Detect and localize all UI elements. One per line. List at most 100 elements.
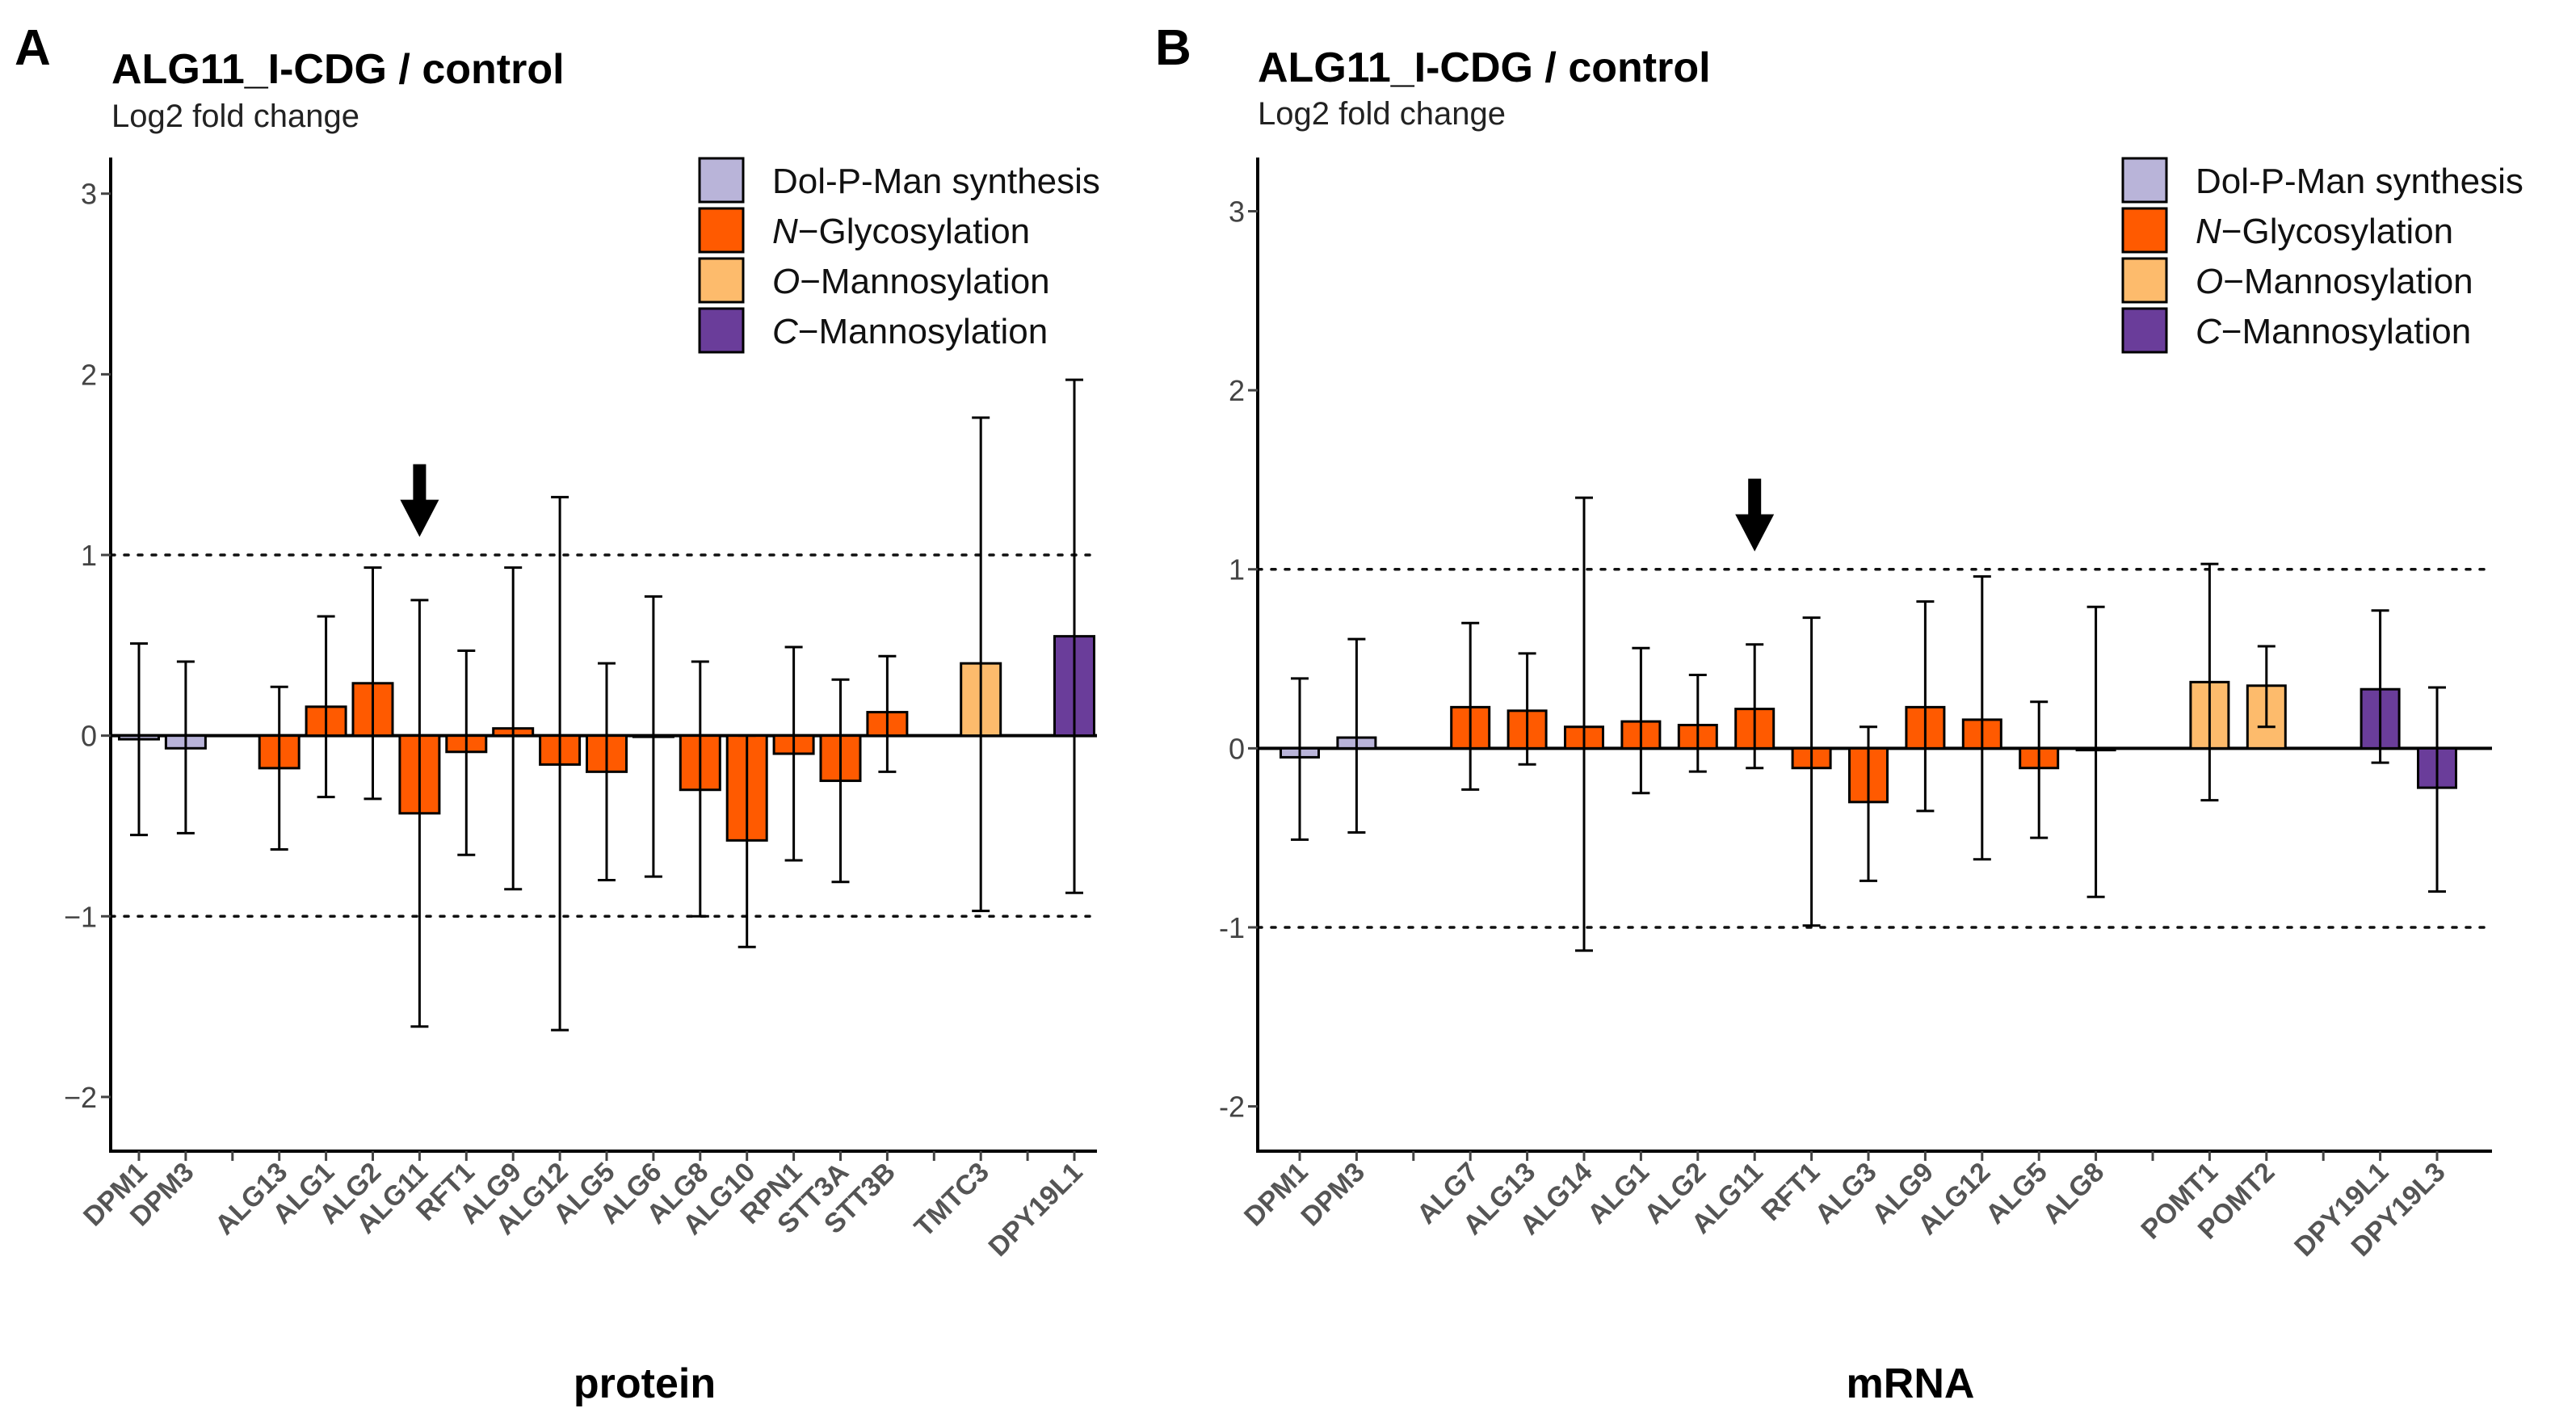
legend-swatch bbox=[698, 307, 745, 354]
panel-b-title: ALG11_I-CDG / control bbox=[1258, 44, 1711, 91]
legend-label: C−Mannosylation bbox=[2196, 312, 2471, 351]
category-label-alg3: ALG3 bbox=[1809, 1157, 1883, 1230]
error-bar-alg12 bbox=[551, 495, 569, 1032]
legend-item-o-mannosylation: O−Mannosylation bbox=[698, 257, 1050, 304]
error-bar-dpm1 bbox=[1291, 677, 1309, 841]
y-tick-label: 3 bbox=[81, 178, 97, 211]
error-bar-pomt2 bbox=[2257, 645, 2276, 729]
y-tick-label: 3 bbox=[1229, 195, 1245, 228]
y-tick-label: 2 bbox=[81, 358, 97, 391]
arrow-indicator-b bbox=[1735, 478, 1775, 552]
error-bar-alg11 bbox=[410, 599, 429, 1028]
category-label-alg1: ALG1 bbox=[1582, 1157, 1655, 1230]
error-bar-alg7 bbox=[1461, 621, 1480, 791]
legend-swatch bbox=[698, 257, 745, 304]
legend-swatch bbox=[698, 207, 745, 254]
error-bar-alg1 bbox=[317, 615, 335, 799]
error-bar-dpm3 bbox=[176, 660, 195, 834]
arrow-head bbox=[400, 499, 439, 537]
legend-label: N−Glycosylation bbox=[2196, 212, 2453, 251]
error-bar-rpn1 bbox=[784, 645, 803, 862]
error-bar-alg2 bbox=[1688, 673, 1707, 773]
category-label-dpm1: DPM1 bbox=[1238, 1157, 1314, 1233]
error-bar-tmtc3 bbox=[972, 416, 990, 913]
panel-a-title: ALG11_I-CDG / control bbox=[111, 46, 565, 93]
error-bar-dpm3 bbox=[1347, 637, 1366, 834]
y-tick-label: 0 bbox=[81, 720, 97, 753]
legend-swatch bbox=[2121, 257, 2168, 304]
panel-b-legend: Dol-P-Man synthesis N−Glycosylation O−Mann… bbox=[2121, 157, 2523, 354]
category-label-alg5: ALG5 bbox=[1980, 1157, 2053, 1230]
legend-label: C−Mannosylation bbox=[772, 312, 1048, 351]
panel-b-letter: B bbox=[1155, 20, 1191, 76]
panel-a-subtitle: Log2 fold change bbox=[111, 99, 359, 134]
legend-label: Dol-P-Man synthesis bbox=[772, 162, 1100, 201]
category-label-alg8: ALG8 bbox=[2036, 1157, 2110, 1230]
error-bar-alg14 bbox=[1575, 496, 1593, 952]
legend-swatch bbox=[2121, 207, 2168, 254]
y-tick-label: 1 bbox=[81, 539, 97, 572]
error-bar-alg5 bbox=[598, 662, 616, 882]
error-bar-rft1 bbox=[1802, 616, 1821, 927]
panel-a-letter: A bbox=[15, 20, 51, 76]
y-tick-label: 2 bbox=[1229, 374, 1245, 407]
error-bar-stt3a bbox=[831, 678, 850, 884]
panel-b: B ALG11_I-CDG / control Log2 fold change… bbox=[1155, 20, 2523, 1407]
legend-label: N−Glycosylation bbox=[772, 212, 1030, 251]
y-tick-label: −1 bbox=[64, 900, 97, 933]
legend-label: O−Mannosylation bbox=[772, 262, 1050, 301]
error-bar-alg9 bbox=[504, 566, 523, 891]
legend-label: O−Mannosylation bbox=[2196, 262, 2473, 301]
panel-b-x-axis-label: mRNA bbox=[1847, 1360, 1975, 1407]
error-bar-alg2 bbox=[363, 566, 382, 801]
legend-item-o-mannosylation: O−Mannosylation bbox=[2121, 257, 2473, 304]
error-bar-alg8 bbox=[2086, 605, 2105, 898]
legend-label: Dol-P-Man synthesis bbox=[2196, 162, 2523, 201]
panel-b-subtitle: Log2 fold change bbox=[1258, 96, 1506, 132]
error-bar-dpy19l3 bbox=[2428, 686, 2446, 893]
legend-item-n-glycosylation: N−Glycosylation bbox=[698, 207, 1030, 254]
y-tick-label: 0 bbox=[1229, 732, 1245, 765]
error-bar-rft1 bbox=[457, 649, 476, 856]
error-bar-alg6 bbox=[644, 595, 662, 878]
legend-item-c-mannosylation: C−Mannosylation bbox=[698, 307, 1048, 354]
category-label-rft1: RFT1 bbox=[1755, 1157, 1826, 1227]
error-bar-alg12 bbox=[1973, 575, 1991, 861]
y-tick-label: -2 bbox=[1219, 1091, 1245, 1124]
category-label-dpm3: DPM3 bbox=[1295, 1157, 1371, 1233]
arrow-shaft bbox=[413, 464, 427, 502]
arrow-indicator-a bbox=[400, 464, 439, 537]
legend-item-c-mannosylation: C−Mannosylation bbox=[2121, 307, 2471, 354]
error-bar-alg1 bbox=[1632, 646, 1650, 795]
y-tick-label: −2 bbox=[64, 1081, 97, 1114]
category-label-tmtc3: TMTC3 bbox=[909, 1157, 995, 1243]
error-bar-alg13 bbox=[270, 685, 288, 851]
y-tick-label: -1 bbox=[1219, 911, 1245, 944]
panel-a-legend: Dol-P-Man synthesis N−Glycosylation O−Mann… bbox=[698, 157, 1100, 354]
error-bar-alg8 bbox=[691, 660, 709, 918]
legend-swatch bbox=[2121, 157, 2168, 204]
y-tick-label: 1 bbox=[1229, 553, 1245, 586]
legend-item-n-glycosylation: N−Glycosylation bbox=[2121, 207, 2453, 254]
legend-swatch bbox=[2121, 307, 2168, 354]
error-bar-alg3 bbox=[1860, 725, 1877, 882]
arrow-shaft bbox=[1748, 478, 1762, 516]
error-bar-alg9 bbox=[1916, 600, 1935, 813]
error-bar-dpm1 bbox=[130, 642, 148, 837]
error-bar-alg13 bbox=[1518, 652, 1536, 766]
arrow-head bbox=[1735, 514, 1775, 552]
legend-item-dol-p-man-synthesis: Dol-P-Man synthesis bbox=[2121, 157, 2523, 204]
error-bar-alg11 bbox=[1746, 643, 1764, 770]
category-label-dpy19l1: DPY19L1 bbox=[983, 1157, 1089, 1263]
error-bar-dpy19l1 bbox=[2371, 609, 2389, 764]
panel-a: A ALG11_I-CDG / control Log2 fold change… bbox=[15, 20, 1100, 1407]
error-bar-alg10 bbox=[738, 734, 756, 948]
error-bar-stt3b bbox=[878, 654, 897, 773]
panel-a-x-axis-label: protein bbox=[574, 1360, 716, 1407]
legend-item-dol-p-man-synthesis: Dol-P-Man synthesis bbox=[698, 157, 1100, 204]
legend-swatch bbox=[698, 157, 745, 204]
error-bar-dpy19l1 bbox=[1065, 378, 1083, 894]
error-bar-alg5 bbox=[2030, 700, 2049, 839]
error-bar-pomt1 bbox=[2200, 562, 2219, 802]
